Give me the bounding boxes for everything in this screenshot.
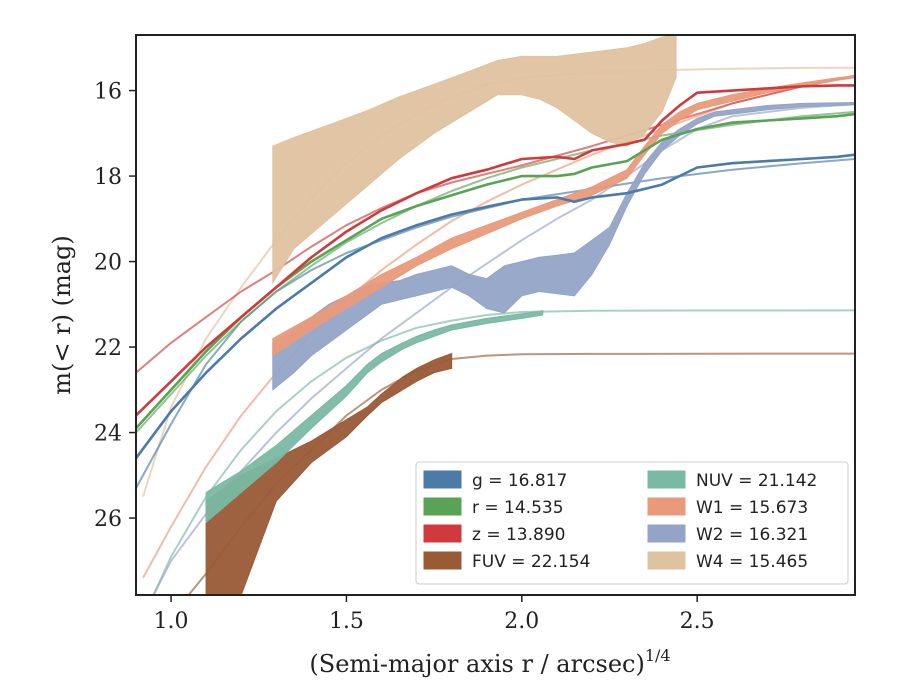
data-line-g <box>136 153 855 459</box>
legend-swatch-W4 <box>647 551 686 570</box>
band-NUV <box>205 310 544 524</box>
legend-label-W2: W2 = 16.321 <box>696 525 808 545</box>
legend-swatch-W2 <box>647 524 686 543</box>
legend-swatch-z <box>423 524 462 543</box>
band-W4 <box>272 35 677 285</box>
y-tick-label: 22 <box>94 336 122 361</box>
x-axis-title: (Semi-major axis r / arcsec)1/4 <box>309 646 670 678</box>
x-axis-title-superscript: 1/4 <box>645 646 671 665</box>
x-tick-label: 1.5 <box>329 609 364 634</box>
axis-ticks: 1.0 1.5 2.0 2.5 16 18 20 22 24 26 <box>94 80 715 634</box>
legend-swatch-NUV <box>647 470 686 489</box>
legend-label-NUV: NUV = 21.142 <box>696 471 817 491</box>
plot-frame <box>135 34 856 596</box>
legend-swatch-FUV <box>423 551 462 570</box>
x-axis-title-main: (Semi-major axis r / arcsec) <box>309 650 644 678</box>
legend-label-r: r = 14.535 <box>472 498 564 518</box>
plot-area <box>136 35 855 595</box>
legend-label-W1: W1 = 15.673 <box>696 498 808 518</box>
model-line-g <box>136 158 855 489</box>
y-tick-label: 26 <box>94 507 122 532</box>
y-tick-label: 24 <box>94 422 122 447</box>
legend-box <box>415 461 849 585</box>
y-tick-label: 20 <box>94 251 122 276</box>
legend: g = 16.817 r = 14.535 z = 13.890 FUV = 22.1… <box>415 461 849 585</box>
band-W2 <box>272 101 855 391</box>
band-W1 <box>272 75 855 357</box>
legend-label-FUV: FUV = 22.154 <box>472 552 590 572</box>
x-tick-label: 2.0 <box>504 609 539 634</box>
model-line-NUV <box>152 309 855 595</box>
y-tick-label: 18 <box>94 165 122 190</box>
legend-label-z: z = 13.890 <box>472 525 565 545</box>
x-tick-label: 2.5 <box>680 609 715 634</box>
legend-label-g: g = 16.817 <box>472 471 567 491</box>
y-tick-label: 16 <box>94 80 122 105</box>
legend-swatch-g <box>423 470 462 489</box>
model-line-W1 <box>142 75 855 579</box>
data-line-z <box>136 84 855 417</box>
y-axis-title: m(< r) (mag) <box>48 235 76 394</box>
legend-label-W4: W4 = 15.465 <box>696 552 808 572</box>
x-tick-label: 1.0 <box>154 609 189 634</box>
legend-swatch-r <box>423 497 462 516</box>
legend-swatch-W1 <box>647 497 686 516</box>
